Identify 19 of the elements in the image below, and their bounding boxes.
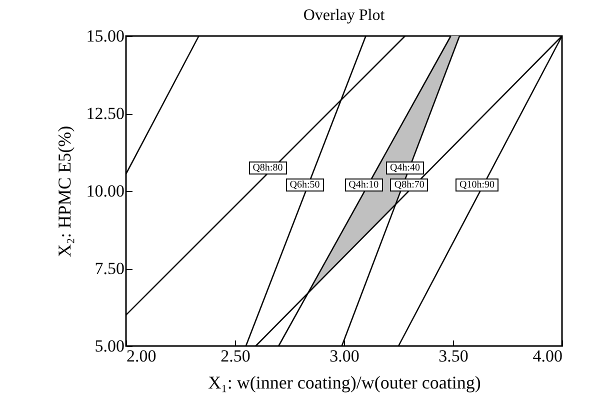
y-tick-label: 5.00 [94, 336, 124, 356]
annotation: Q4h:10 [344, 178, 383, 192]
x-tick-label: 3.00 [330, 346, 360, 366]
x-tick-label: 4.00 [532, 346, 562, 366]
annotation: Q10h:90 [455, 178, 498, 192]
y-axis-title: X₂: HPMC E5(%) [54, 126, 74, 258]
y-tick-label: 10.00 [86, 182, 124, 200]
x-tick-label: 3.50 [438, 346, 468, 366]
chart-title: Overlay Plot [303, 7, 386, 24]
annotation: Q8h:70 [390, 178, 428, 192]
x-axis-title: X₁: w(inner coating)/w(outer coating) [208, 372, 481, 392]
x-tick-label: 2.00 [126, 346, 156, 366]
y-tick-label: 7.50 [94, 259, 124, 278]
y-tick-label: 12.50 [86, 104, 124, 123]
y-tick-label: 15.00 [86, 26, 124, 46]
annotation: Q8h:80 [248, 161, 287, 174]
annotation: Q6h:50 [286, 178, 324, 192]
x-tick-label: 2.50 [220, 346, 250, 366]
annotation: Q4h:40 [386, 161, 424, 174]
